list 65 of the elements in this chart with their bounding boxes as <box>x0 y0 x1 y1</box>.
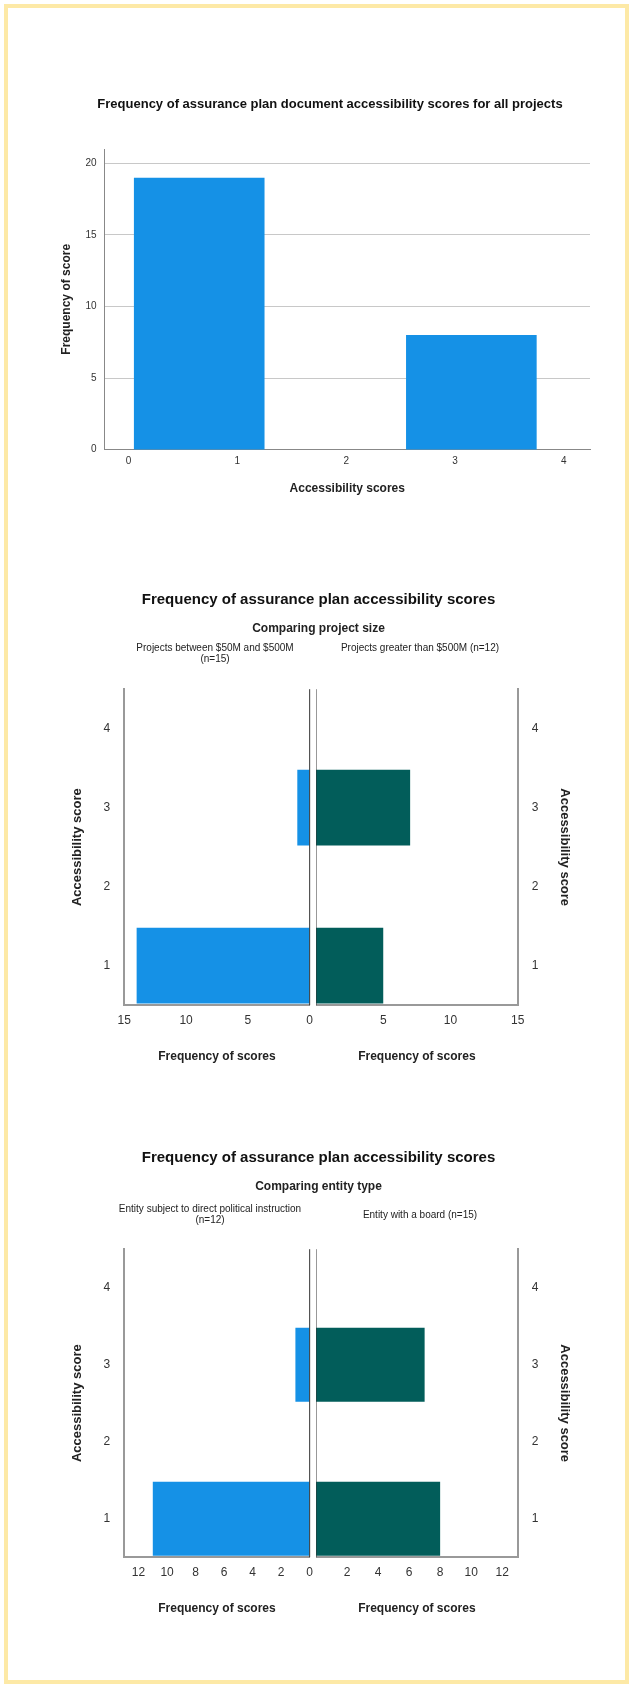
chart-subtitle: Comparing project size <box>251 621 386 635</box>
x-axis-title: Accessibility scores <box>289 481 406 496</box>
y-tick-label: 2 <box>531 1434 539 1449</box>
x-axis-title: Frequency of scores <box>158 1601 276 1616</box>
y-tick-label: 4 <box>531 1280 539 1295</box>
y-tick-label: 1 <box>531 1511 539 1526</box>
text: Projects between $50M and $500M (n=15) <box>135 642 295 664</box>
y-tick-label: 1 <box>103 1511 111 1526</box>
x-tick-label: 10 <box>179 1012 194 1027</box>
x-tick-label: 5 <box>379 1012 387 1027</box>
x-tick-label: 6 <box>220 1564 228 1579</box>
y-tick-label: 3 <box>531 1357 539 1372</box>
y-tick-label: 2 <box>531 879 539 894</box>
x-tick-label: 2 <box>343 455 350 467</box>
x-tick-label: 15 <box>117 1012 132 1027</box>
x-tick-label: 6 <box>405 1564 413 1579</box>
y-tick-label: 2 <box>103 1434 111 1449</box>
x-tick-label: 10 <box>160 1564 175 1579</box>
x-tick-label: 0 <box>306 1564 314 1579</box>
y-tick-label: 4 <box>103 1280 111 1295</box>
x-axis-title: Frequency of scores <box>358 1601 476 1616</box>
y-tick-label: 1 <box>531 958 539 973</box>
x-tick-label: 8 <box>436 1564 444 1579</box>
y-tick-label: 0 <box>90 443 97 455</box>
chart-title: Frequency of assurance plan document accessibility scores for all projects <box>96 96 564 111</box>
x-tick-label: 10 <box>464 1564 479 1579</box>
y-tick-label: 1 <box>103 958 111 973</box>
text: Entity subject to direct political instruction (n=12) <box>117 1203 303 1225</box>
y-tick-label: 15 <box>85 228 97 240</box>
y-axis-title: Accessibility score <box>557 1344 573 1463</box>
y-axis-title: Accessibility score <box>69 1344 85 1463</box>
x-tick-label: 4 <box>374 1564 382 1579</box>
x-tick-label: 8 <box>192 1564 200 1579</box>
y-axis-title: Accessibility score <box>69 788 85 907</box>
x-tick-label: 2 <box>343 1564 351 1579</box>
x-tick-label: 0 <box>306 1012 314 1027</box>
y-tick-label: 4 <box>531 721 539 736</box>
x-tick-label: 5 <box>244 1012 252 1027</box>
y-tick-label: 2 <box>103 879 111 894</box>
x-tick-label: 15 <box>511 1012 525 1027</box>
y-tick-label: 3 <box>103 1357 111 1372</box>
x-tick-label: 4 <box>249 1564 257 1579</box>
x-axis-title: Frequency of scores <box>158 1049 276 1064</box>
chart-title: Frequency of assurance plan accessibility scores <box>140 590 497 607</box>
y-axis-title: Accessibility score <box>557 788 573 907</box>
chart-title: Frequency of assurance plan accessibility scores <box>140 1148 497 1165</box>
text: Entity with a board (n=15) <box>361 1209 479 1220</box>
x-tick-label: 10 <box>443 1012 458 1027</box>
y-axis-title: Frequency of score <box>58 243 73 355</box>
x-tick-label: 12 <box>131 1564 146 1579</box>
x-tick-label: 1 <box>234 455 241 467</box>
y-tick-label: 20 <box>85 157 97 169</box>
x-tick-label: 2 <box>277 1564 285 1579</box>
y-tick-label: 10 <box>85 300 97 312</box>
x-tick-label: 4 <box>561 455 568 467</box>
chart-subtitle: Comparing entity type <box>254 1179 383 1193</box>
x-tick-label: 0 <box>125 455 132 467</box>
y-tick-label: 5 <box>90 371 97 383</box>
x-tick-label: 3 <box>452 455 459 467</box>
y-tick-label: 3 <box>103 800 111 815</box>
text: Projects greater than $500M (n=12) <box>339 642 501 653</box>
x-axis-title: Frequency of scores <box>358 1049 476 1064</box>
x-tick-label: 12 <box>495 1564 510 1579</box>
y-tick-label: 4 <box>103 721 111 736</box>
y-tick-label: 3 <box>531 800 539 815</box>
